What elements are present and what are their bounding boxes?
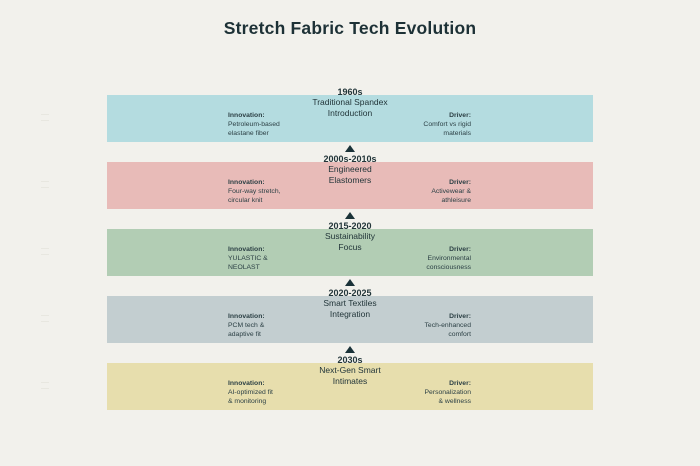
era-header: 1960s Traditional Spandex Introduction [260, 78, 440, 118]
era-band [107, 229, 593, 276]
driver-block: Driver: Comfort vs rigid materials [423, 111, 471, 138]
era-name: Engineered Elastomers [328, 164, 372, 185]
era-year: 2000s-2010s [323, 154, 377, 164]
driver-text: Tech-enhanced comfort [424, 322, 471, 338]
innovation-label: Innovation: [228, 380, 265, 387]
driver-block: Driver: Tech-enhanced comfort [425, 312, 471, 339]
driver-block: Driver: Personalization & wellness [425, 379, 471, 406]
driver-label: Driver: [449, 380, 471, 387]
driver-block: Driver: Environmental consciousness [426, 245, 471, 272]
era-band [107, 296, 593, 343]
era-header: 2030s Next-Gen Smart Intimates [260, 346, 440, 386]
faint-ghost-mark [41, 315, 49, 322]
innovation-block: Innovation: Four-way stretch, circular k… [228, 178, 281, 205]
page-title: Stretch Fabric Tech Evolution [223, 18, 477, 38]
driver-label: Driver: [449, 179, 471, 186]
driver-text: Personalization & wellness [424, 389, 471, 405]
innovation-block: Innovation: Petroleum-based elastane fib… [228, 111, 280, 138]
era-name: Traditional Spandex Introduction [312, 97, 388, 118]
era-header: 2015-2020 Sustainability Focus [260, 212, 440, 252]
era-year: 2015-2020 [328, 221, 372, 231]
innovation-text: PCM tech & adaptive fit [228, 322, 265, 338]
innovation-block: Innovation: PCM tech & adaptive fit [228, 312, 265, 339]
faint-ghost-mark [41, 248, 49, 255]
innovation-block: Innovation: AI-optimized fit & monitorin… [228, 379, 273, 406]
innovation-text: Petroleum-based elastane fiber [228, 121, 280, 137]
era-header: 2000s-2010s Engineered Elastomers [260, 145, 440, 185]
era-year: 2030s [337, 355, 363, 365]
era-row: 2030s Next-Gen Smart Intimates Innovatio… [107, 346, 593, 410]
driver-label: Driver: [449, 246, 471, 253]
era-row: 1960s Traditional Spandex Introduction I… [107, 87, 593, 142]
faint-ghost-mark [41, 181, 49, 188]
innovation-label: Innovation: [228, 313, 265, 320]
faint-ghost-mark [41, 382, 49, 389]
arrow-up-icon [345, 279, 355, 286]
era-name: Sustainability Focus [324, 231, 376, 252]
era-band [107, 95, 593, 142]
era-header: 2020-2025 Smart Textiles Integration [260, 279, 440, 319]
innovation-label: Innovation: [228, 179, 265, 186]
era-name: Next-Gen Smart Intimates [319, 365, 381, 386]
arrow-up-icon [345, 145, 355, 152]
driver-text: Comfort vs rigid materials [423, 121, 471, 137]
driver-text: Activewear & athleisure [431, 188, 471, 204]
arrow-up-icon [345, 346, 355, 353]
era-band [107, 363, 593, 410]
era-row: 2015-2020 Sustainability Focus Innovatio… [107, 212, 593, 276]
era-row: 2020-2025 Smart Textiles Integration Inn… [107, 279, 593, 343]
driver-block: Driver: Activewear & athleisure [431, 178, 471, 205]
driver-label: Driver: [449, 112, 471, 119]
era-band [107, 162, 593, 209]
arrow-up-icon [345, 212, 355, 219]
driver-label: Driver: [449, 313, 471, 320]
era-year: 2020-2025 [328, 288, 372, 298]
era-name: Smart Textiles Integration [323, 298, 377, 319]
innovation-label: Innovation: [228, 246, 265, 253]
innovation-text: AI-optimized fit & monitoring [228, 389, 273, 405]
era-year: 1960s [337, 87, 363, 97]
innovation-text: Four-way stretch, circular knit [228, 188, 281, 204]
innovation-block: Innovation: YULASTIC & NEOLAST [228, 245, 268, 272]
faint-ghost-mark [41, 114, 49, 121]
era-row: 2000s-2010s Engineered Elastomers Innova… [107, 145, 593, 209]
innovation-label: Innovation: [228, 112, 265, 119]
driver-text: Environmental consciousness [426, 255, 471, 271]
innovation-text: YULASTIC & NEOLAST [228, 255, 268, 271]
